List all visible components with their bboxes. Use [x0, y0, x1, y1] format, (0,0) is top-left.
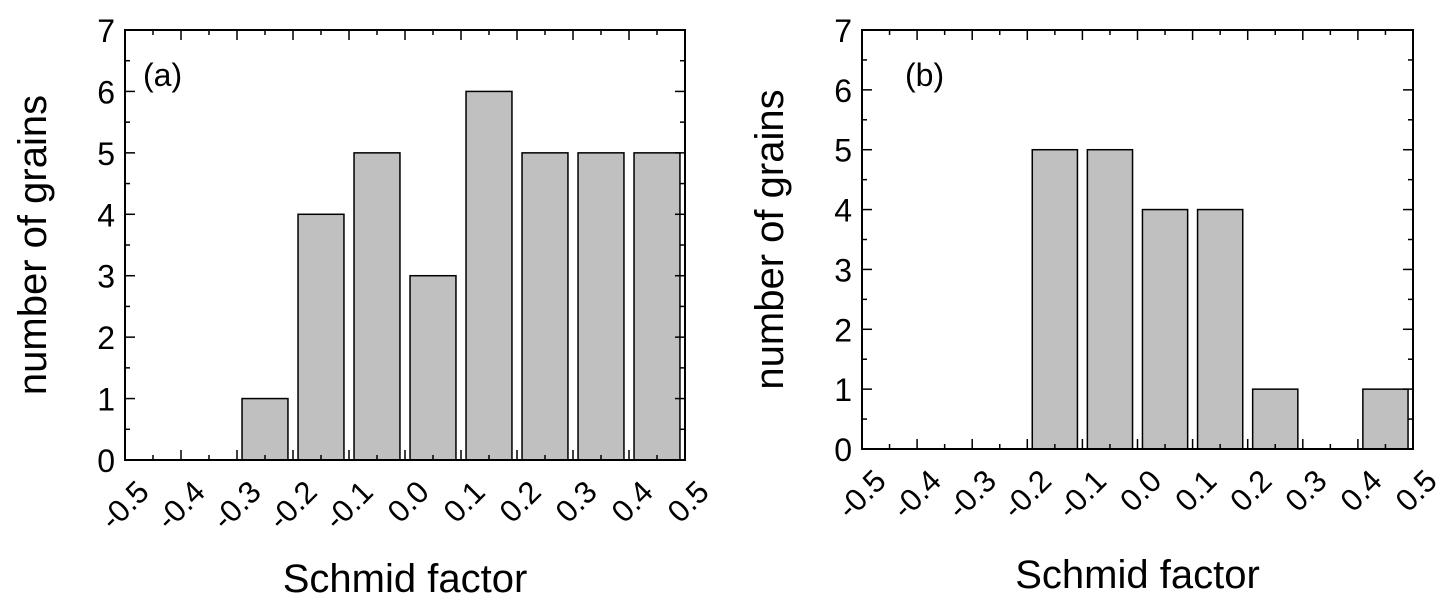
y-tick-label: 0: [97, 443, 115, 479]
x-tick-label: -0.3: [205, 474, 268, 537]
bar: [409, 274, 457, 461]
x-tick-label: 0.5: [661, 474, 716, 529]
y-tick-label: 7: [834, 13, 852, 49]
bar: [521, 152, 569, 461]
chart-panel-a: (a) Schmid factor number of grains 0 1 2 3 4…: [11, 13, 716, 601]
x-tick-label: -0.5: [830, 463, 893, 526]
bar: [297, 213, 345, 461]
x-tick-label: 0.2: [493, 474, 548, 529]
x-tick-label: 0.3: [549, 474, 604, 529]
bar: [1141, 208, 1189, 450]
y-tick-label: 7: [97, 13, 115, 49]
bar: [1196, 208, 1244, 450]
y-tick-label: 1: [834, 372, 852, 408]
bars: [241, 90, 681, 461]
x-tick-label: 0.3: [1278, 463, 1333, 518]
y-tick-label: 2: [834, 312, 852, 348]
x-tick-label: 0.1: [437, 474, 492, 529]
y-tick-label: 6: [834, 73, 852, 109]
plot-frame: [861, 29, 1414, 450]
bar: [577, 152, 625, 461]
x-tick-label: -0.2: [261, 474, 324, 537]
y-axis-label: number of grains: [11, 95, 55, 395]
y-tick-label: 6: [97, 74, 115, 110]
y-tick-label: 0: [834, 432, 852, 468]
x-tick-label: 0.0: [381, 474, 436, 529]
x-tick-label: -0.2: [996, 463, 1059, 526]
bar: [633, 152, 681, 461]
x-tick-label: 0.5: [1389, 463, 1444, 518]
y-tick-label: 4: [97, 197, 115, 233]
chart-panel-b: (b) Schmid factor number of grains 0 1 2 3 4…: [748, 13, 1444, 597]
bar: [465, 90, 513, 461]
x-tick-label: 0.4: [605, 474, 660, 529]
bars: [1031, 148, 1409, 450]
y-tick-label: 5: [97, 136, 115, 172]
bar: [353, 152, 401, 461]
x-axis-label: Schmid factor: [1015, 553, 1260, 597]
x-tick-label: -0.4: [885, 463, 948, 526]
y-tick-label: 4: [834, 193, 852, 229]
axis-ticks: [124, 29, 686, 461]
y-tick-label: 5: [834, 133, 852, 169]
y-tick-label: 2: [97, 320, 115, 356]
bar: [1086, 148, 1134, 450]
x-tick-label: 0.0: [1113, 463, 1168, 518]
y-tick-label: 1: [97, 382, 115, 418]
axis-ticks: [861, 29, 1414, 450]
x-tick-label: -0.1: [1051, 463, 1114, 526]
x-tick-label: 0.4: [1333, 463, 1388, 518]
bar: [1031, 148, 1079, 450]
x-tick-label: -0.1: [317, 474, 380, 537]
x-tick-label: -0.4: [149, 474, 212, 537]
x-tick-label: 0.1: [1168, 463, 1223, 518]
panel-label: (b): [905, 57, 944, 93]
x-tick-label: 0.2: [1223, 463, 1278, 518]
y-tick-label: 3: [834, 252, 852, 288]
x-tick-label: -0.5: [93, 474, 156, 537]
bar: [1362, 388, 1409, 450]
y-axis-label: number of grains: [748, 89, 792, 389]
bar: [1251, 388, 1299, 450]
x-axis-label: Schmid factor: [283, 557, 528, 601]
y-tick-label: 3: [97, 259, 115, 295]
bar: [241, 397, 289, 461]
x-tick-label: -0.3: [940, 463, 1003, 526]
panel-label: (a): [143, 57, 182, 93]
